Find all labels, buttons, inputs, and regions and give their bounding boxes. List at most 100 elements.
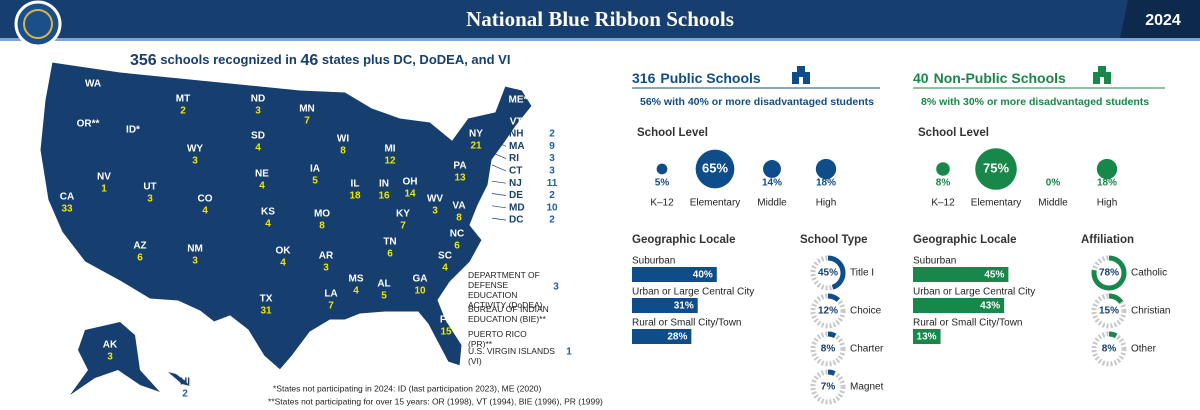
summary-count: 356	[130, 52, 157, 69]
state-count: 5	[381, 291, 387, 302]
state-count: 11	[547, 178, 558, 189]
donut-name: Christian	[1131, 306, 1170, 317]
donut-arc	[1091, 331, 1127, 367]
state-count: 6	[137, 253, 143, 264]
state-abbr: MS	[349, 274, 364, 285]
level-name: K–12	[650, 198, 674, 209]
logo-ring	[23, 9, 53, 39]
locale-name: Urban or Large Central City	[632, 287, 754, 298]
state-abbr: NE	[255, 169, 269, 180]
state-count: 7	[400, 221, 406, 232]
state-abbr: CO	[198, 194, 213, 205]
icon	[1098, 66, 1106, 74]
state-abbr: GA	[413, 274, 428, 285]
state-abbr: VA	[452, 201, 465, 212]
state-count: 7	[328, 301, 334, 312]
state-count: 3	[192, 256, 198, 267]
state-abbr: DE	[509, 190, 523, 201]
locale-name: Suburban	[632, 256, 675, 267]
header-stripe	[0, 38, 1200, 41]
level-percent: 5%	[655, 178, 670, 189]
section-title: School Level	[918, 127, 989, 139]
panel-name: Public Schools	[660, 70, 761, 86]
state-abbr: HI	[180, 377, 190, 388]
locale-percent: 13%	[917, 332, 937, 343]
state-abbr: TX	[260, 294, 273, 305]
state-abbr: PA	[453, 161, 466, 172]
panel-count: 40	[913, 70, 929, 86]
donut-arc	[1091, 255, 1127, 291]
section-title: Geographic Locale	[913, 234, 1017, 246]
state-abbr: NJ	[509, 178, 522, 189]
state-abbr: OK	[276, 246, 292, 257]
locale-percent: 40%	[693, 270, 713, 281]
icon	[799, 77, 803, 84]
level-circle	[1096, 158, 1118, 180]
state-abbr: NH	[509, 129, 523, 140]
level-percent: 65%	[702, 160, 728, 175]
state-count: 10	[546, 202, 558, 213]
level-percent: 75%	[983, 160, 1009, 175]
donut-track	[810, 331, 846, 367]
state-count: 2	[549, 129, 555, 140]
locale-percent: 28%	[667, 332, 687, 343]
leader-line	[491, 164, 507, 172]
donut-percent: 8%	[1102, 344, 1117, 355]
state-abbr: KY	[396, 209, 410, 220]
level-circle	[695, 149, 735, 189]
state-count: 31	[260, 306, 272, 317]
state-abbr: IN	[379, 179, 389, 190]
state-count: 7	[304, 116, 310, 127]
section-title: Affiliation	[1081, 234, 1134, 246]
locale-bar	[632, 329, 692, 344]
state-count: 21	[470, 141, 482, 152]
panel-subtitle: 56% with 40% or more disadvantaged stude…	[640, 96, 874, 108]
state-abbr: TN	[383, 237, 396, 248]
level-circle	[656, 163, 668, 175]
locale-bar	[913, 329, 941, 344]
state-abbr: FL	[440, 315, 452, 326]
summary: 356 schools recognized in 46 states plus…	[130, 52, 510, 69]
donut-arc	[810, 293, 846, 329]
state-count: 3	[107, 352, 113, 363]
other-entity: PUERTO RICO (PR)**	[468, 329, 527, 349]
header-bar	[0, 0, 1200, 38]
donut-name: Magnet	[850, 382, 884, 393]
level-percent: 0%	[1046, 178, 1061, 189]
level-percent: 18%	[1097, 178, 1117, 189]
donut-track	[1091, 331, 1127, 367]
state-count: 1	[101, 184, 107, 195]
locale-percent: 45%	[984, 270, 1004, 281]
state-count: 3	[147, 194, 153, 205]
state-abbr: AZ	[133, 241, 146, 252]
donut-name: Charter	[850, 344, 884, 355]
state-abbr: SC	[438, 251, 452, 262]
state-count: 3	[255, 106, 261, 117]
donut-arc	[1091, 293, 1127, 329]
state-count: 13	[454, 173, 466, 184]
state-count: 9	[549, 141, 555, 152]
level-name: Elementary	[971, 198, 1022, 209]
donut-percent: 8%	[821, 344, 836, 355]
state-abbr: ME*	[509, 95, 528, 106]
year-box	[1120, 0, 1200, 38]
donut-name: Choice	[850, 306, 882, 317]
locale-bar	[632, 267, 717, 282]
level-percent: 8%	[936, 178, 951, 189]
state-count: 4	[255, 143, 261, 154]
state-count: 3	[192, 156, 198, 167]
locale-name: Urban or Large Central City	[913, 287, 1035, 298]
leader-line	[491, 217, 507, 221]
entity-count: 3	[553, 282, 559, 293]
year: 2024	[1145, 12, 1181, 29]
locale-name: Rural or Small City/Town	[632, 318, 741, 329]
state-abbr: AL	[377, 279, 390, 290]
donut-track	[810, 293, 846, 329]
locale-bar	[632, 298, 698, 313]
state-abbr: CA	[60, 192, 74, 203]
locale-percent: 43%	[980, 301, 1000, 312]
donut-arc	[810, 369, 846, 405]
state-abbr: NM	[187, 244, 203, 255]
state-count: 16	[378, 191, 390, 202]
state-abbr: KS	[261, 207, 275, 218]
